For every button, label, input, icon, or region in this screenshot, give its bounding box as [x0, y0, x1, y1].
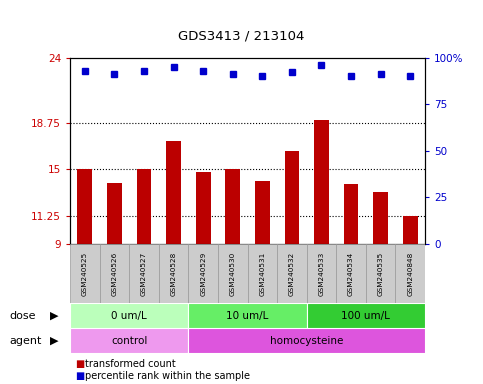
Text: GSM240535: GSM240535 [378, 252, 384, 296]
Text: transformed count: transformed count [85, 359, 175, 369]
Text: 10 um/L: 10 um/L [227, 311, 269, 321]
Text: homocysteine: homocysteine [270, 336, 343, 346]
Bar [255, 180, 270, 244]
Bar [188, 244, 218, 303]
Bar [129, 244, 159, 303]
Bar [77, 169, 92, 244]
Text: GSM240527: GSM240527 [141, 252, 147, 296]
Bar [277, 244, 307, 303]
Bar [196, 172, 211, 244]
Text: GSM240531: GSM240531 [259, 252, 265, 296]
Text: GSM240526: GSM240526 [112, 252, 117, 296]
Text: GSM240533: GSM240533 [318, 252, 325, 296]
Bar [188, 303, 307, 328]
Bar [314, 120, 329, 244]
Text: percentile rank within the sample: percentile rank within the sample [85, 371, 250, 381]
Bar [396, 244, 425, 303]
Text: ■: ■ [75, 359, 84, 369]
Bar [99, 244, 129, 303]
Text: GDS3413 / 213104: GDS3413 / 213104 [178, 29, 305, 42]
Text: GSM240528: GSM240528 [170, 252, 177, 296]
Bar [248, 244, 277, 303]
Text: GSM240525: GSM240525 [82, 252, 88, 296]
Text: GSM240534: GSM240534 [348, 252, 354, 296]
Text: 100 um/L: 100 um/L [341, 311, 390, 321]
Text: GSM240532: GSM240532 [289, 252, 295, 296]
Text: dose: dose [10, 311, 36, 321]
Text: control: control [111, 336, 147, 346]
Bar [284, 151, 299, 244]
Bar [107, 183, 122, 244]
Bar [137, 169, 151, 244]
Text: ▶: ▶ [50, 311, 58, 321]
Text: ▶: ▶ [50, 336, 58, 346]
Bar [307, 303, 425, 328]
Text: ■: ■ [75, 371, 84, 381]
Text: agent: agent [10, 336, 42, 346]
Bar [226, 169, 240, 244]
Bar [166, 141, 181, 244]
Bar [188, 328, 425, 353]
Bar [70, 244, 99, 303]
Bar [403, 216, 418, 244]
Text: GSM240848: GSM240848 [407, 252, 413, 296]
Bar [366, 244, 396, 303]
Bar [307, 244, 336, 303]
Bar [344, 184, 358, 244]
Bar [336, 244, 366, 303]
Bar [70, 328, 188, 353]
Text: 0 um/L: 0 um/L [111, 311, 147, 321]
Text: GSM240529: GSM240529 [200, 252, 206, 296]
Bar [373, 192, 388, 244]
Bar [70, 303, 188, 328]
Bar [159, 244, 188, 303]
Bar [218, 244, 248, 303]
Text: GSM240530: GSM240530 [230, 252, 236, 296]
